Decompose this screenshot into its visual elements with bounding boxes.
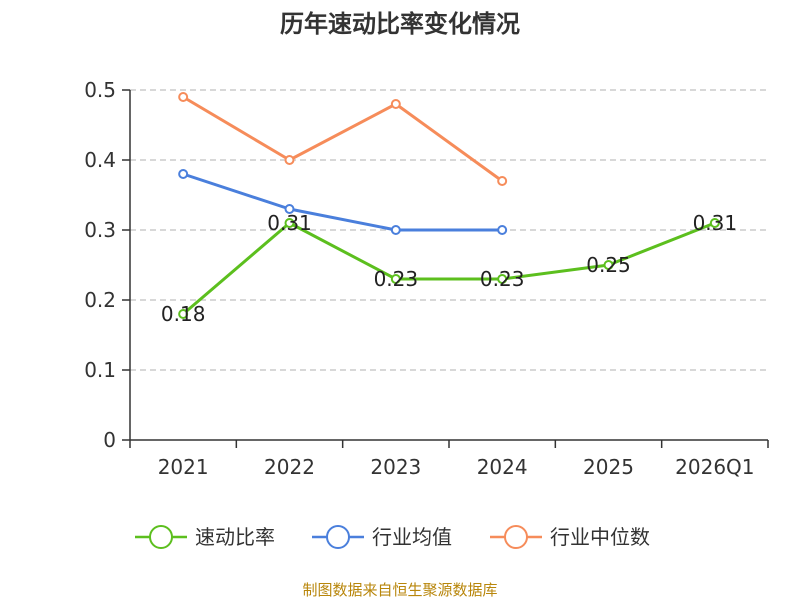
y-tick-label: 0.1	[84, 358, 116, 382]
x-tick-label: 2025	[583, 455, 634, 479]
data-point	[390, 274, 401, 284]
data-point	[390, 99, 401, 109]
x-tick-label: 2023	[370, 455, 421, 479]
data-label: 0.31	[693, 211, 738, 235]
x-tick-label: 2026Q1	[675, 455, 754, 479]
x-tick-label: 2021	[158, 455, 209, 479]
series-line-2	[182, 172, 503, 232]
data-point	[603, 260, 614, 270]
series-layer	[178, 92, 720, 319]
data-label: 0.23	[374, 267, 419, 291]
data-label: 0.31	[267, 211, 312, 235]
data-point	[284, 218, 295, 228]
series-line-1	[182, 221, 716, 316]
data-label: 0.18	[161, 302, 206, 326]
data-point	[497, 176, 508, 186]
data-point	[284, 204, 295, 214]
legend-marker	[504, 525, 528, 549]
series-line-3	[182, 95, 504, 183]
legend-item-3[interactable]: 行业中位数	[490, 525, 650, 549]
y-tick-label: 0	[103, 428, 116, 452]
source-note: 制图数据来自恒生聚源数据库	[302, 581, 497, 599]
legend-label: 行业中位数	[550, 525, 650, 549]
y-tick-label: 0.5	[84, 78, 116, 102]
legend-marker	[326, 525, 350, 549]
legend-item-1[interactable]: 速动比率	[135, 525, 275, 549]
legend-item-2[interactable]: 行业均值	[312, 525, 452, 549]
legend-label: 速动比率	[195, 525, 275, 549]
legend[interactable]: 速动比率 行业均值 行业中位数	[135, 525, 650, 549]
data-labels: 0.18 0.31 0.23 0.23 0.25 0.31	[161, 211, 737, 326]
y-tick-label: 0.4	[84, 148, 116, 172]
data-label: 0.23	[480, 267, 525, 291]
data-point	[178, 169, 189, 179]
data-point	[390, 225, 401, 235]
data-point	[178, 92, 189, 102]
x-tick-label: 2022	[264, 455, 315, 479]
data-label: 0.25	[586, 253, 631, 277]
legend-marker	[149, 525, 173, 549]
y-tick-label: 0.2	[84, 288, 116, 312]
x-tick-label: 2024	[477, 455, 528, 479]
chart-title: 历年速动比率变化情况	[280, 10, 520, 38]
legend-label: 行业均值	[372, 525, 452, 549]
data-point	[178, 309, 189, 319]
axes: 0 0.1 0.2 0.3 0.4 0.5 2021 2022 2023 2024 2025 2026…	[84, 78, 769, 479]
data-point	[709, 218, 720, 228]
y-tick-label: 0.3	[84, 218, 116, 242]
data-point	[284, 155, 295, 165]
data-point	[497, 225, 508, 235]
data-point	[497, 274, 508, 284]
grid	[130, 89, 768, 371]
